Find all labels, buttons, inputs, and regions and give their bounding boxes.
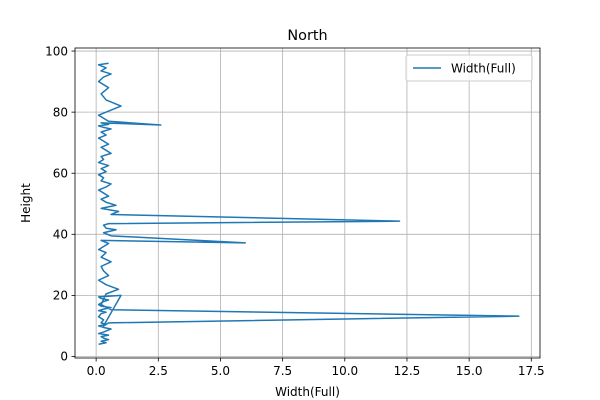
legend: Width(Full) [405,54,533,82]
x-axis-label: Width(Full) [275,385,340,399]
axes-frame [74,47,541,359]
grid [75,48,540,358]
y-tick-label: 40 [53,228,68,242]
x-tick-label: 17.5 [518,364,545,378]
y-tick-label: 80 [53,105,68,119]
y-axis-label: Height [19,183,33,223]
x-tick-label: 15.0 [456,364,483,378]
x-tick-label: 5.0 [211,364,230,378]
x-tick-label: 7.5 [273,364,292,378]
y-tick-label: 0 [60,350,68,364]
chart-title: North [287,28,327,44]
x-tick-label: 2.5 [149,364,168,378]
plot-area [97,62,520,345]
x-tick-label: 0.0 [87,364,106,378]
y-axis-ticks: 0 20 40 60 80 100 [45,44,75,364]
series-line-width-full [97,62,520,345]
legend-box [405,54,533,82]
x-tick-label: 10.0 [331,364,358,378]
y-tick-label: 60 [53,166,68,180]
y-tick-label: 100 [45,44,68,58]
legend-label: Width(Full) [451,62,516,76]
x-tick-label: 12.5 [394,364,421,378]
y-tick-label: 20 [53,289,68,303]
x-axis-ticks: 0.0 2.5 5.0 7.5 10.0 12.5 15.0 17.5 [87,358,545,378]
